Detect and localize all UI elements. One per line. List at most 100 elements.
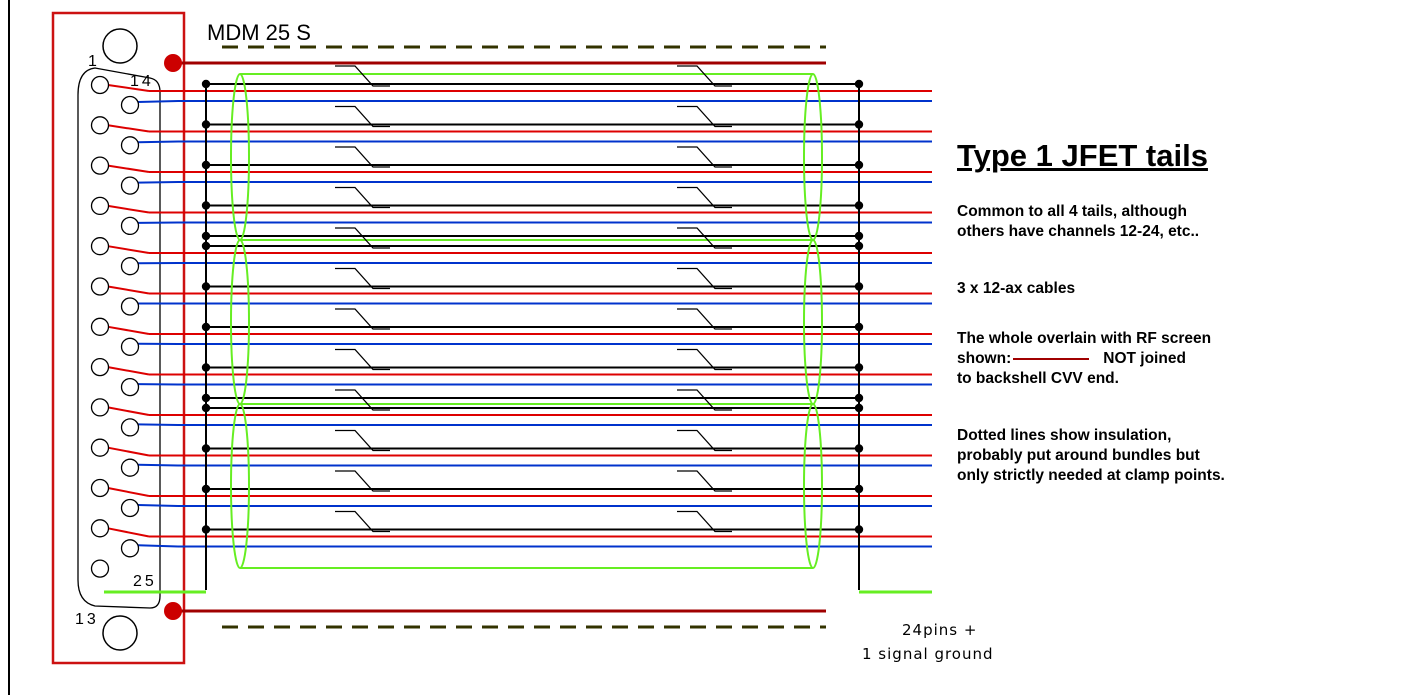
cable-break-icon [677, 105, 732, 128]
cable-break-icon [335, 510, 390, 533]
cable-break-icon [677, 429, 732, 452]
note-screen-shown: shown: [957, 350, 1012, 367]
connector-d-outline [77, 67, 161, 609]
pin-lead-red [107, 124, 150, 133]
pin-lead-red [107, 84, 150, 92]
connector-name: MDM 25 S [207, 20, 311, 45]
note-screen-line-2: shown: NOT joined [957, 349, 1211, 369]
cable-break-icon [335, 348, 390, 371]
note-insulation-line-1: Dotted lines show insulation, [957, 427, 1172, 444]
note-insulation-line-3: only strictly needed at clamp points. [957, 467, 1225, 484]
ground-junction-dot [201, 393, 211, 403]
connector-pin-icon [120, 136, 140, 155]
pin-lead-red [107, 245, 150, 254]
pin-lead-red [107, 325, 150, 335]
connector-pin-icon [90, 196, 110, 216]
cable-break-icon [677, 308, 732, 330]
connector-pin-icon [90, 478, 110, 498]
pin-summary-line-1: 24pins + [902, 621, 978, 639]
note-screen-not-joined: NOT joined [1103, 350, 1186, 367]
mounting-hole-top [102, 28, 138, 64]
pin-lead-blue [137, 544, 179, 548]
pin-lead-red [107, 406, 150, 416]
pin-lead-red [107, 164, 150, 173]
connector-shell [51, 11, 186, 665]
connector-pin-icon [120, 539, 140, 558]
cable-break-icon [677, 146, 732, 168]
connector-pin-icon [120, 418, 140, 437]
ground-junction-dot [854, 393, 864, 403]
cable-jacket-end [230, 73, 250, 241]
connector-pin-icon [120, 297, 140, 316]
pin-label-25: 25 [133, 573, 157, 590]
cable-break-icon [335, 105, 390, 128]
note-common: Common to all 4 tails, although others h… [957, 202, 1199, 242]
connector-pin-icon [120, 458, 140, 477]
pin-lead-blue [137, 504, 179, 507]
cable-break-icon [335, 146, 390, 168]
connector-pin-icon [120, 498, 140, 518]
screen-legend-sample [1013, 357, 1090, 360]
pin-lead-red [107, 204, 150, 214]
connector-pin-icon [90, 559, 110, 578]
pin-label-14: 14 [130, 73, 154, 90]
cable-break-icon [335, 227, 390, 249]
connector-pin-icon [90, 116, 110, 135]
connector-pin-icon [120, 337, 140, 356]
connector-pin-icon [90, 438, 110, 457]
pin-lead-red [107, 285, 150, 295]
cable-break-icon [335, 389, 390, 411]
connector-pin-icon [90, 519, 110, 538]
pin-lead-red [107, 487, 150, 497]
note-common-line-1: Common to all 4 tails, although [957, 203, 1187, 220]
cable-break-icon [677, 65, 732, 87]
connector-pin-icon [90, 75, 110, 95]
note-insulation-line-2: probably put around bundles but [957, 447, 1200, 464]
cable-break-icon [335, 186, 390, 209]
pin-lead-blue [137, 100, 179, 103]
cable-break-icon [677, 186, 732, 209]
note-screen: The whole overlain with RF screen shown:… [957, 329, 1211, 389]
ground-junction-dot [854, 231, 864, 241]
note-cables: 3 x 12-ax cables [957, 280, 1076, 297]
note-screen-line-1: The whole overlain with RF screen [957, 330, 1212, 347]
cable-jacket-end [803, 73, 823, 241]
connector-pin-icon [90, 277, 110, 296]
connector-pin-icon [90, 156, 110, 175]
screen-clamp-dot-icon [164, 54, 182, 72]
cable-jacket-end [230, 239, 250, 405]
connector-pin-icon [120, 95, 140, 115]
pin-lead-blue [137, 181, 179, 184]
mounting-hole-bottom [102, 615, 138, 651]
cable-break-icon [335, 308, 390, 330]
connector-pin-icon [90, 317, 110, 336]
connector-pin-icon [120, 216, 140, 236]
pin-lead-blue [137, 140, 179, 144]
connector-pin-icon [120, 176, 140, 195]
screen-clamp-dot-icon [164, 602, 182, 620]
pin-lead-red [107, 366, 150, 376]
cable-break-icon [677, 227, 732, 249]
cable-break-icon [677, 470, 732, 492]
cable-break-icon [677, 267, 732, 290]
pin-lead-red [107, 527, 150, 538]
cable-break-icon [335, 470, 390, 492]
connector-pin-icon [120, 257, 140, 276]
pin-lead-blue [137, 463, 179, 467]
note-insulation: Dotted lines show insulation, probably p… [957, 426, 1225, 486]
note-screen-line-3: to backshell CVV end. [957, 370, 1119, 387]
cable-break-icon [677, 389, 732, 411]
note-common-line-2: others have channels 12-24, etc.. [957, 223, 1200, 240]
pin-lead-blue [137, 423, 179, 426]
ground-junction-dot [201, 231, 211, 241]
page-title: Type 1 JFET tails [957, 138, 1208, 173]
pin-summary-line-2: 1 signal ground [862, 645, 994, 663]
connector-pin-icon [90, 357, 110, 377]
pin-label-1: 1 [88, 53, 97, 70]
connector-pin-icon [90, 398, 110, 417]
cable-break-icon [335, 267, 390, 290]
cable-break-icon [335, 429, 390, 452]
pin-lead-red [107, 446, 150, 457]
cable-break-icon [335, 65, 390, 87]
